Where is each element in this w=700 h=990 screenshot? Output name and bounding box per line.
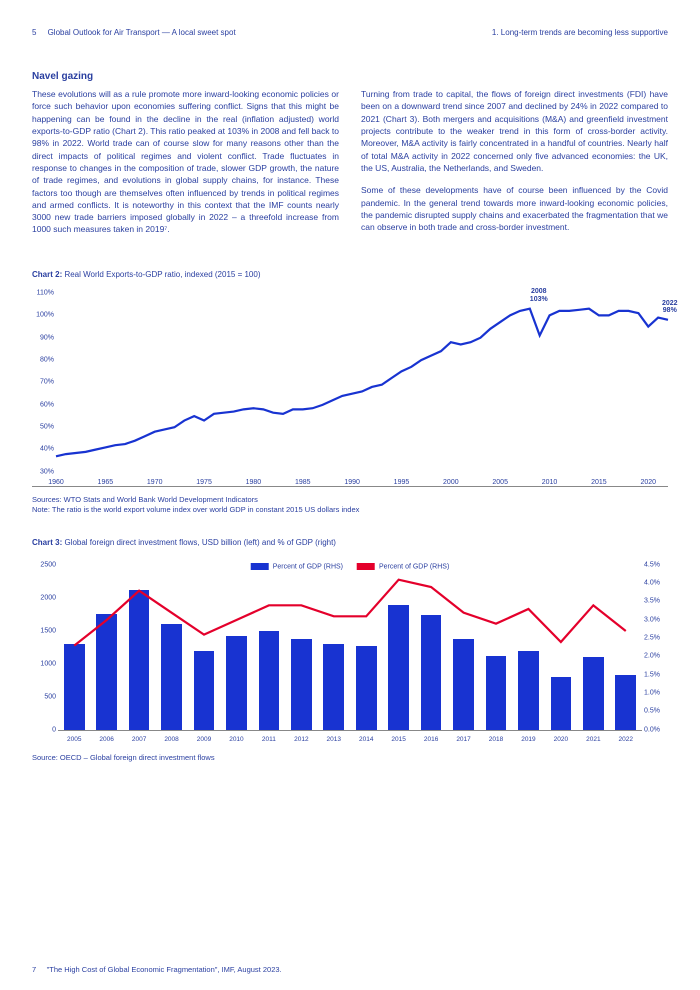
chart2-ylabel: 70% (32, 379, 54, 386)
chart3-xlabel: 2011 (262, 736, 276, 743)
chart3-xlabel: 2019 (521, 736, 535, 743)
body-right-p2: Some of these developments have of cours… (361, 184, 668, 233)
chart3-ylabel-right: 1.0% (644, 690, 668, 697)
chart2-ylabel: 90% (32, 334, 54, 341)
chart3-ylabel-right: 2.0% (644, 653, 668, 660)
header-left: 5 Global Outlook for Air Transport — A l… (32, 28, 236, 37)
chart3-xlabel: 2007 (132, 736, 146, 743)
chart2-sources: Sources: WTO Stats and World Bank World … (32, 495, 668, 516)
chart3-title-bold: Chart 3: (32, 538, 62, 547)
header-right: 1. Long-term trends are becoming less su… (492, 28, 668, 37)
chart2-ylabel: 100% (32, 312, 54, 319)
section-title: Navel gazing (32, 71, 668, 82)
chart3-ylabel-left: 2000 (32, 594, 56, 601)
chart2-xlabel: 1960 (48, 479, 64, 486)
chart3-ylabel-right: 0.0% (644, 726, 668, 733)
chart2-title-rest: Real World Exports-to-GDP ratio, indexed… (62, 270, 260, 279)
page-number: 5 (32, 28, 36, 37)
chart2-xlabel: 1970 (147, 479, 163, 486)
chart3-title: Chart 3: Global foreign direct investmen… (32, 538, 668, 547)
chart3-xlabel: 2016 (424, 736, 438, 743)
chart3-ylabel-left: 1000 (32, 660, 56, 667)
chart2-xlabel: 1990 (344, 479, 360, 486)
chart3-xlabel: 2022 (619, 736, 633, 743)
chart3-xlabel: 2010 (229, 736, 243, 743)
body-right-p1: Turning from trade to capital, the flows… (361, 88, 668, 174)
chart3-title-rest: Global foreign direct investment flows, … (62, 538, 336, 547)
chart2-source-line1: Sources: WTO Stats and World Bank World … (32, 495, 668, 506)
chart3-xlabel: 2014 (359, 736, 373, 743)
chart3-xlabel: 2005 (67, 736, 81, 743)
chart2-source-line2: Note: The ratio is the world export volu… (32, 505, 668, 516)
chart2-callout: 202298% (662, 300, 678, 315)
chart2-xlabel: 2000 (443, 479, 459, 486)
body-left-column: These evolutions will as a rule promote … (32, 88, 339, 236)
chart2-ylabel: 30% (32, 468, 54, 475)
body-right-column: Turning from trade to capital, the flows… (361, 88, 668, 236)
chart2-ylabel: 40% (32, 446, 54, 453)
chart2-xlabel: 1985 (295, 479, 311, 486)
chart2-xlabel: 1975 (196, 479, 212, 486)
chart3-ylabel-right: 3.5% (644, 598, 668, 605)
page-header: 5 Global Outlook for Air Transport — A l… (32, 28, 668, 37)
chart3-xlabel: 2015 (391, 736, 405, 743)
chart2-title-bold: Chart 2: (32, 270, 62, 279)
chart3-ylabel-right: 2.5% (644, 635, 668, 642)
chart3-xlabel: 2018 (489, 736, 503, 743)
chart3: Percent of GDP (RHS) Percent of GDP (RHS… (32, 555, 668, 745)
chart3-ylabel-left: 0 (32, 726, 56, 733)
chart2: 30% 40% 50% 60% 70% 80% 90% 100% 110% 1960 1965 197… (32, 287, 668, 487)
body-text: These evolutions will as a rule promote … (32, 88, 668, 236)
chart2-xlabel: 1995 (394, 479, 410, 486)
doc-title: Global Outlook for Air Transport — A loc… (48, 28, 236, 37)
chart3-xlabel: 2006 (99, 736, 113, 743)
chart3-xlabel: 2020 (554, 736, 568, 743)
chart2-xlabel: 2010 (542, 479, 558, 486)
chart3-xlabel: 2017 (456, 736, 470, 743)
chart3-source: Source: OECD – Global foreign direct inv… (32, 753, 668, 764)
chart3-ylabel-right: 4.0% (644, 580, 668, 587)
chart3-xlabel: 2009 (197, 736, 211, 743)
chart2-ylabel: 50% (32, 424, 54, 431)
chart3-xlabel: 2021 (586, 736, 600, 743)
chart2-callout: 2008103% (530, 288, 548, 303)
chart3-ylabel-left: 1500 (32, 627, 56, 634)
footnote-num: 7 (32, 965, 36, 974)
chart2-title: Chart 2: Real World Exports-to-GDP ratio… (32, 270, 668, 279)
chart3-ylabel-right: 1.5% (644, 671, 668, 678)
chart3-ylabel-left: 2500 (32, 561, 56, 568)
footnote: 7 "The High Cost of Global Economic Frag… (32, 965, 282, 974)
chart3-ylabel-left: 500 (32, 693, 56, 700)
chart3-xlabel: 2008 (164, 736, 178, 743)
chart2-xlabel: 1965 (98, 479, 114, 486)
chart2-ylabel: 110% (32, 289, 54, 296)
chart2-xlabel: 2005 (492, 479, 508, 486)
chart2-xlabel: 2015 (591, 479, 607, 486)
chart2-ylabel: 60% (32, 401, 54, 408)
chart3-ylabel-right: 4.5% (644, 561, 668, 568)
chart2-xlabel: 2020 (640, 479, 656, 486)
chart3-xlabel: 2013 (327, 736, 341, 743)
chart3-xlabel: 2012 (294, 736, 308, 743)
chart3-ylabel-right: 3.0% (644, 616, 668, 623)
footnote-text: "The High Cost of Global Economic Fragme… (47, 965, 282, 974)
chart2-xlabel: 1980 (246, 479, 262, 486)
chart3-ylabel-right: 0.5% (644, 708, 668, 715)
chart2-ylabel: 80% (32, 356, 54, 363)
